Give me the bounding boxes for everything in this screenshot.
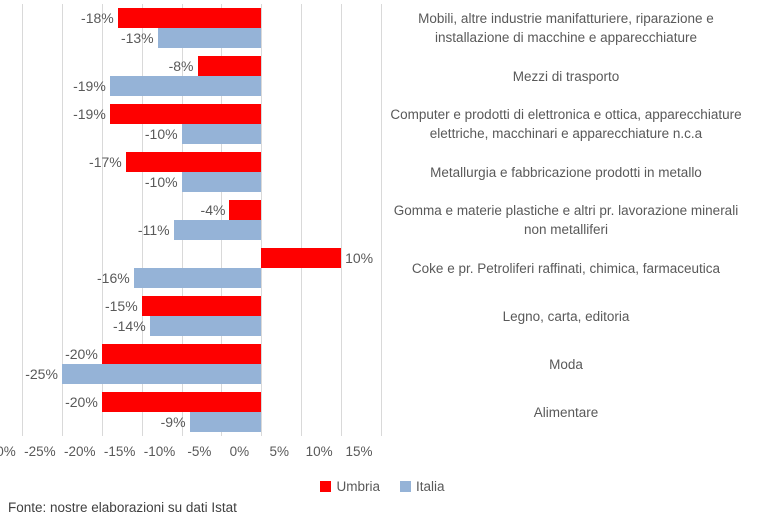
bar-italia-4: [173, 220, 262, 240]
bar-umbria-4: [229, 200, 262, 220]
legend-label: Umbria: [336, 478, 380, 494]
chart-legend: Umbria Italia: [0, 477, 765, 495]
bar-label-italia-0: -13%: [120, 30, 154, 46]
bar-italia-8: [189, 412, 262, 432]
bar-label-italia-6: -14%: [112, 318, 146, 334]
xtick-0: -30%: [0, 444, 16, 459]
bar-italia-7: [61, 364, 262, 384]
legend-item-italia[interactable]: Italia: [399, 478, 445, 494]
category-label-0: Mobili, altre industrie manifatturiere, …: [418, 11, 714, 45]
xtick-3: -15%: [103, 444, 136, 459]
category-label-4: Gomma e materie plastiche e altri pr. la…: [393, 203, 739, 237]
xtick-1: -25%: [24, 444, 56, 459]
category-label-3: Metallurgia e fabbricazione prodotti in …: [430, 164, 702, 180]
category-labels: Mobili, altre industrie manifatturiere, …: [388, 4, 748, 436]
bar-label-umbria-4: -4%: [200, 202, 226, 218]
bar-italia-5: [133, 268, 262, 288]
bar-label-umbria-1: -8%: [168, 58, 194, 74]
bar-label-italia-4: -11%: [137, 222, 170, 238]
bar-italia-0: [157, 28, 262, 48]
gridline-neg25: [61, 4, 63, 436]
category-label-5: Coke e pr. Petroliferi raffinati, chimic…: [411, 260, 721, 276]
bar-label-italia-1: -19%: [73, 78, 106, 94]
bar-italia-2: [181, 124, 262, 144]
gridline-0: [261, 4, 263, 436]
bar-umbria-6: [141, 296, 262, 316]
xtick-7: 5%: [269, 444, 289, 459]
bar-label-umbria-3: -17%: [89, 154, 122, 170]
x-axis-tick-labels: -30% -25% -20% -15% -10% -5% 0% 5% 10% 15%: [0, 443, 400, 463]
gridline-neg15: [141, 4, 143, 436]
gridline-15: [381, 4, 382, 436]
plot-area: -18% -13% -8% -19% -19% -10% -17% -10% -4% -11% 10…: [22, 4, 382, 436]
category-label-1: Mezzi di trasporto: [512, 68, 620, 84]
bar-umbria-0: [117, 8, 262, 28]
xtick-8: 10%: [305, 444, 333, 459]
bar-umbria-1: [197, 56, 262, 76]
xtick-9: 15%: [345, 444, 373, 459]
bar-italia-1: [109, 76, 262, 96]
gridline-5: [301, 4, 303, 436]
legend-swatch-icon-italia: [399, 480, 411, 492]
bar-italia-6: [149, 316, 262, 336]
bar-label-umbria-6: -15%: [104, 298, 138, 314]
bar-italia-3: [181, 172, 262, 192]
bar-label-umbria-2: -19%: [73, 106, 106, 122]
category-label-8: Alimentare: [533, 404, 599, 420]
legend-label: Italia: [415, 478, 445, 494]
bar-label-italia-3: -10%: [144, 174, 178, 190]
bar-umbria-7: [101, 344, 262, 364]
category-label-7: Moda: [549, 356, 583, 372]
source-note: Fonte: nostre elaborazioni su dati Istat: [8, 500, 237, 515]
gridline-neg30: [22, 4, 23, 436]
bar-label-italia-5: -16%: [97, 270, 130, 286]
bar-umbria-8: [101, 392, 262, 412]
bar-label-umbria-0: -18%: [81, 10, 114, 26]
gridline-neg20: [101, 4, 103, 436]
xtick-2: -20%: [64, 444, 96, 459]
bar-label-umbria-7: -20%: [65, 346, 98, 362]
bar-umbria-3: [125, 152, 262, 172]
xtick-4: -10%: [143, 444, 176, 459]
bar-label-italia-2: -10%: [144, 126, 178, 142]
category-label-6: Legno, carta, editoria: [502, 308, 630, 324]
bar-umbria-2: [109, 104, 262, 124]
xtick-6: 0%: [229, 444, 250, 459]
gridline-10: [341, 4, 343, 436]
bar-label-umbria-8: -20%: [65, 394, 98, 410]
bar-label-italia-8: -9%: [160, 414, 186, 430]
category-label-2: Computer e prodotti di elettronica e ott…: [390, 107, 742, 141]
legend-swatch-icon-umbria: [320, 480, 332, 492]
bar-label-italia-7: -25%: [25, 366, 58, 382]
xtick-5: -5%: [187, 444, 212, 459]
bar-umbria-5: [261, 248, 342, 268]
bar-label-umbria-5: 10%: [345, 250, 374, 266]
legend-item-umbria[interactable]: Umbria: [320, 479, 380, 494]
